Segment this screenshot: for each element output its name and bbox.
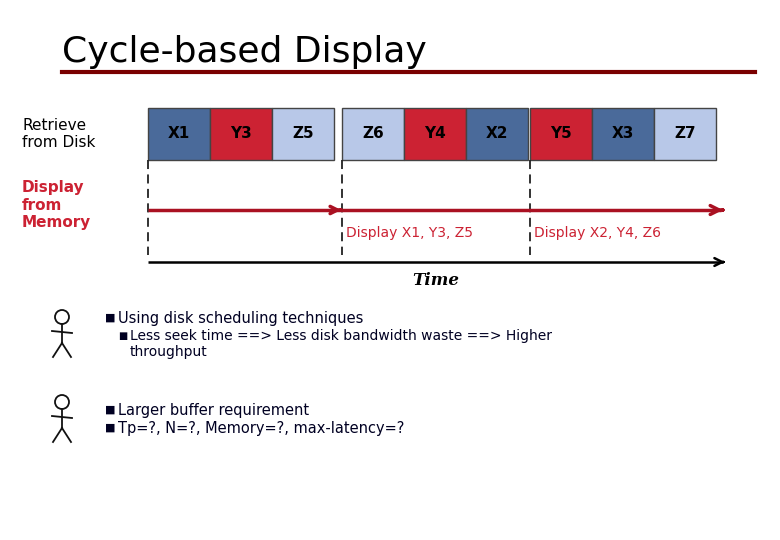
Text: X3: X3 xyxy=(612,126,634,141)
Text: Display
from
Memory: Display from Memory xyxy=(22,180,91,230)
Text: Using disk scheduling techniques: Using disk scheduling techniques xyxy=(118,310,363,326)
Text: Larger buffer requirement: Larger buffer requirement xyxy=(118,402,309,417)
Text: ■: ■ xyxy=(105,313,115,323)
Text: Display X2, Y4, Z6: Display X2, Y4, Z6 xyxy=(534,226,661,240)
FancyBboxPatch shape xyxy=(466,108,528,160)
Text: Time: Time xyxy=(412,272,459,289)
Text: ■: ■ xyxy=(105,405,115,415)
Text: Less seek time ==> Less disk bandwidth waste ==> Higher: Less seek time ==> Less disk bandwidth w… xyxy=(130,329,552,343)
FancyBboxPatch shape xyxy=(210,108,272,160)
Text: Display X1, Y3, Z5: Display X1, Y3, Z5 xyxy=(346,226,473,240)
Text: X2: X2 xyxy=(486,126,509,141)
Text: Z5: Z5 xyxy=(292,126,314,141)
Text: Tp=?, N=?, Memory=?, max-latency=?: Tp=?, N=?, Memory=?, max-latency=? xyxy=(118,421,404,435)
Text: ■: ■ xyxy=(105,423,115,433)
Text: ■: ■ xyxy=(118,331,127,341)
FancyBboxPatch shape xyxy=(404,108,466,160)
Text: Y3: Y3 xyxy=(230,126,252,141)
Text: throughput: throughput xyxy=(130,345,207,359)
Text: Z7: Z7 xyxy=(674,126,696,141)
Text: Cycle-based Display: Cycle-based Display xyxy=(62,35,427,69)
FancyBboxPatch shape xyxy=(342,108,404,160)
Text: Z6: Z6 xyxy=(362,126,384,141)
Text: Retrieve
from Disk: Retrieve from Disk xyxy=(22,118,95,150)
FancyBboxPatch shape xyxy=(272,108,334,160)
Text: Y5: Y5 xyxy=(550,126,572,141)
Text: Y4: Y4 xyxy=(424,126,446,141)
FancyBboxPatch shape xyxy=(592,108,654,160)
FancyBboxPatch shape xyxy=(148,108,210,160)
Text: X1: X1 xyxy=(168,126,190,141)
FancyBboxPatch shape xyxy=(530,108,592,160)
FancyBboxPatch shape xyxy=(654,108,716,160)
